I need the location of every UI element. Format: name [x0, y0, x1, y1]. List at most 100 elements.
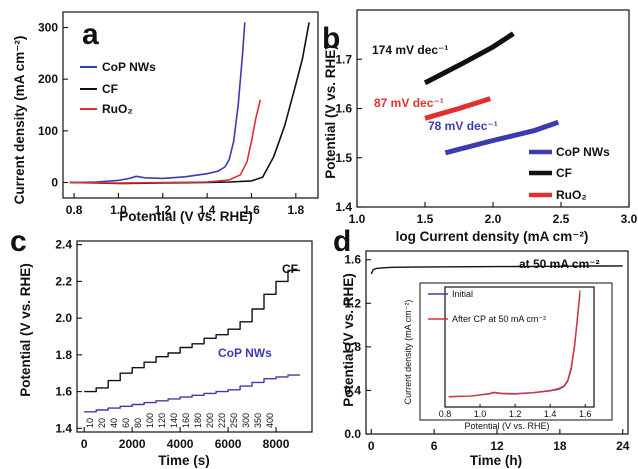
current-step-label: 400	[265, 413, 275, 428]
x-tick-label: 6	[431, 439, 438, 453]
series-line-cop-nws	[84, 374, 300, 413]
x-tick-label: 2000	[119, 437, 146, 451]
y-tick-label: 1.4	[335, 200, 352, 214]
panel-b: b Potential (V vs. RHE) log Current dens…	[322, 9, 638, 244]
x-tick-label: 0	[81, 437, 88, 451]
x-tick-label: 2.5	[553, 212, 570, 226]
tafel-slope-ruo2: 87 mV dec⁻¹	[374, 96, 444, 110]
panel-d: d Potential (V vs. RHE) Time (h) at 50 m…	[333, 225, 630, 468]
current-step-label: 100	[145, 413, 155, 428]
panel-letter-a: a	[82, 18, 99, 51]
inset-ylabel: Current density (mA cm⁻²)	[403, 300, 413, 405]
panel-c-ylabel: Potential (V vs. RHE)	[18, 263, 33, 397]
current-step-label: 250	[229, 413, 239, 428]
y-tick-label: 1.6	[335, 102, 352, 116]
series-label-copnws: CoP NWs	[218, 346, 272, 360]
panel-b-xlabel: log Current density (mA cm⁻²)	[396, 229, 589, 244]
y-tick-label: 1.4	[55, 421, 72, 435]
current-step-label: 220	[217, 413, 227, 428]
panel-c: c Potential (V vs. RHE) Time (s) CF CoP …	[10, 225, 313, 468]
inset-x-tick-label: 0.8	[439, 409, 452, 419]
inset-axes-frame	[444, 286, 595, 408]
x-tick-label: 1.2	[154, 203, 171, 217]
y-tick-label: 1.6	[344, 253, 361, 267]
current-step-label: 40	[109, 418, 119, 428]
x-tick-label: 18	[553, 439, 567, 453]
series-label-cf: CF	[282, 262, 298, 276]
x-tick-label: 1.5	[417, 212, 434, 226]
plot-frame	[62, 11, 319, 199]
panel-a-ylabel: Current density (mA cm⁻²)	[12, 36, 27, 205]
y-tick-label: 100	[38, 124, 58, 138]
y-tick-label: 0.4	[344, 383, 361, 397]
y-tick-label: 1.2	[344, 296, 361, 310]
inset-legend-after-cp: After CP at 50 mA cm⁻²	[452, 314, 546, 324]
y-tick-label: 300	[38, 21, 58, 35]
x-tick-label: 1.0	[110, 203, 127, 217]
y-tick-label: 0.8	[344, 340, 361, 354]
y-tick-label: 2.0	[55, 311, 72, 325]
x-tick-label: 4000	[167, 437, 194, 451]
inset-x-tick-label: 1.4	[544, 409, 557, 419]
inset-x-tick-label: 1.6	[579, 409, 592, 419]
current-step-label: 350	[253, 413, 263, 428]
x-tick-label: 1.4	[199, 203, 216, 217]
current-step-label: 10	[85, 418, 95, 428]
constant-current-annotation: at 50 mA cm⁻²	[519, 257, 600, 271]
current-step-label: 300	[241, 413, 251, 428]
y-tick-label: 1.6	[55, 385, 72, 399]
tafel-slope-copnws: 78 mV dec⁻¹	[428, 119, 498, 133]
panel-letter-c: c	[10, 225, 27, 258]
inset-frame	[419, 282, 613, 421]
x-tick-label: 6000	[215, 437, 242, 451]
legend-label-ruo2: RuO₂	[556, 188, 587, 202]
y-tick-label: 1.5	[335, 151, 352, 165]
panel-a-xlabel: Potential (V vs. RHE)	[119, 209, 253, 224]
y-tick-label: 1.8	[55, 348, 72, 362]
y-tick-label: 2.4	[55, 238, 72, 252]
series-line-cop-nws	[444, 119, 560, 156]
current-step-label: 180	[193, 413, 203, 428]
inset-plot: 0.8 1.0 1.2 1.4 1.6	[428, 286, 595, 419]
legend-label-ruo2: RuO₂	[102, 102, 133, 116]
legend-label-copnws: CoP NWs	[556, 145, 610, 159]
panel-a: a Current density (mA cm⁻²) Potential (V…	[12, 11, 319, 224]
current-step-label: 160	[181, 413, 191, 428]
inset-xlabel: Potential (V vs. RHE)	[464, 421, 549, 431]
y-tick-label: 0.0	[344, 427, 361, 441]
panel-letter-b: b	[322, 22, 340, 55]
tafel-slope-cf: 174 mV dec⁻¹	[372, 43, 448, 57]
plot-frame	[76, 240, 313, 433]
y-tick-label: 1.7	[335, 52, 352, 66]
legend-label-cf: CF	[102, 82, 118, 96]
panel-letter-d: d	[333, 225, 351, 258]
x-tick-label: 1.0	[349, 212, 366, 226]
x-tick-label: 0	[368, 439, 375, 453]
legend-label-cf: CF	[556, 166, 572, 180]
x-tick-label: 1.6	[243, 203, 260, 217]
x-tick-label: 12	[490, 439, 504, 453]
panel-b-ylabel: Potential (V vs. RHE)	[323, 45, 338, 179]
x-tick-label: 8000	[263, 437, 290, 451]
current-step-label: 20	[97, 418, 107, 428]
current-step-label: 120	[157, 413, 167, 428]
series-line-series	[370, 265, 623, 275]
x-tick-label: 3.0	[621, 212, 638, 226]
panel-d-xlabel: Time (h)	[470, 453, 522, 468]
y-tick-label: 2.2	[55, 274, 72, 288]
x-tick-label: 0.8	[66, 203, 83, 217]
current-step-label: 200	[205, 413, 215, 428]
x-tick-label: 1.8	[287, 203, 304, 217]
series-line-ruo	[424, 96, 492, 121]
x-tick-label: 2.0	[485, 212, 502, 226]
current-step-label: 60	[121, 418, 131, 428]
series-line-cop-nws	[69, 22, 246, 184]
current-step-label: 80	[133, 418, 143, 428]
x-tick-label: 24	[616, 439, 630, 453]
panel-d-ylabel: Potential (V vs. RHE)	[341, 273, 356, 407]
series-line-ruo	[69, 99, 262, 184]
inset-legend-initial: Initial	[452, 289, 473, 299]
series-line-after-cp-at-50-ma-cm	[448, 290, 581, 398]
inset-x-tick-label: 1.0	[474, 409, 487, 419]
